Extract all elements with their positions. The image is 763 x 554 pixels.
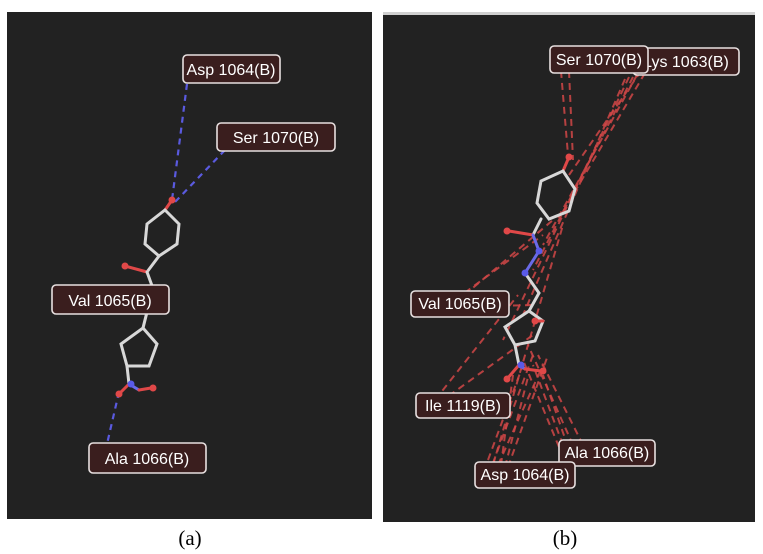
label-text: Ala 1066(B) [565, 445, 650, 462]
residue-label-lys1063: Lys 1063(B) [632, 47, 740, 76]
label-text: Lys 1063(B) [643, 54, 729, 71]
residue-label-ile1119: Ile 1119(B) [415, 392, 511, 419]
hbond-asp1064 [170, 83, 189, 201]
residue-label-asp1064: Asp 1064(B) [182, 54, 281, 84]
panel-b: Lys 1063(B) Ser 1070(B) Val 1065(B) Ile … [383, 12, 755, 522]
label-text: Asp 1064(B) [481, 467, 570, 484]
panel-b-diagram: Lys 1063(B) Ser 1070(B) Val 1065(B) Ile … [410, 45, 740, 489]
label-text: Val 1065(B) [418, 296, 501, 313]
label-text: Ser 1070(B) [556, 52, 642, 69]
hydrogen-bonds [105, 83, 226, 445]
label-text: Ser 1070(B) [233, 130, 319, 147]
ligand-molecule [503, 153, 577, 383]
hbond-ala1066 [105, 391, 121, 445]
label-text: Val 1065(B) [68, 293, 151, 310]
residue-label-ala1066: Ala 1066(B) [558, 439, 656, 467]
hbond-ser1070 [174, 149, 226, 203]
label-text: Ile 1119(B) [425, 398, 501, 415]
residue-label-ser1070: Ser 1070(B) [216, 122, 336, 152]
residue-label-ser1070: Ser 1070(B) [549, 45, 649, 74]
label-text: Ala 1066(B) [105, 451, 190, 468]
panel-a: Asp 1064(B) Ser 1070(B) Val 1065(B) Ala … [7, 12, 372, 519]
residue-label-val1065: Val 1065(B) [51, 284, 170, 315]
residue-label-asp1064: Asp 1064(B) [474, 461, 576, 489]
residue-label-val1065: Val 1065(B) [410, 290, 510, 318]
residue-label-ala1066: Ala 1066(B) [88, 442, 207, 474]
caption-b: (b) [552, 526, 578, 550]
caption-a: (a) [178, 526, 202, 550]
ligand-molecule [115, 196, 181, 398]
panel-a-diagram: Asp 1064(B) Ser 1070(B) Val 1065(B) Ala … [51, 54, 336, 474]
label-text: Asp 1064(B) [187, 62, 276, 79]
